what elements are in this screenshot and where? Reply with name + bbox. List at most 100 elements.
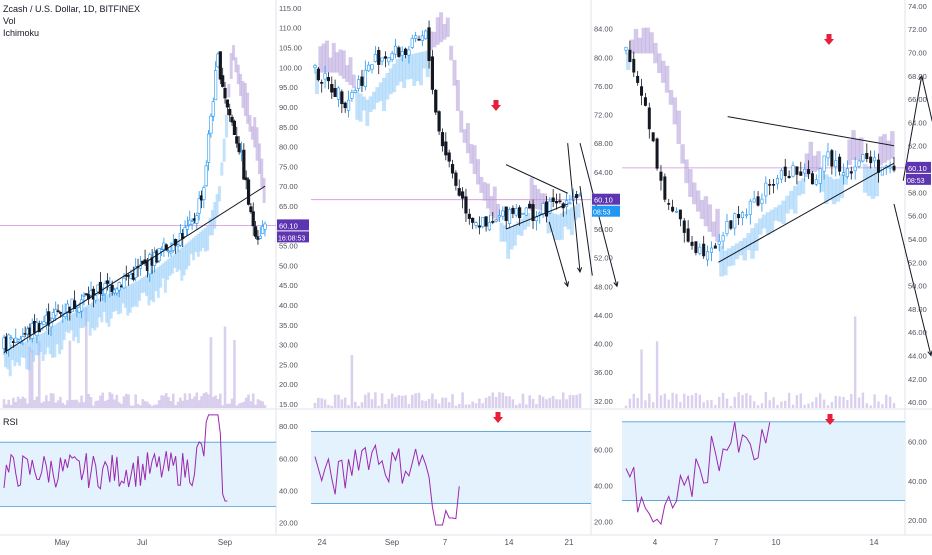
cloud-segment	[95, 299, 99, 328]
cloud-segment	[808, 141, 814, 175]
price-tick-label: 35.00	[279, 321, 298, 330]
volume-bar	[327, 404, 330, 408]
candle-body	[336, 87, 341, 100]
cloud-segment	[60, 320, 64, 350]
cloud-segment	[866, 166, 872, 197]
cloud-segment	[260, 158, 264, 188]
down-arrow-marker	[493, 412, 503, 423]
volume-bar	[752, 401, 756, 408]
candle-body	[787, 175, 791, 178]
candle-body	[323, 73, 327, 80]
cloud-segment	[338, 49, 343, 76]
cloud-segment	[874, 166, 880, 197]
volume-bar	[768, 400, 771, 408]
volume-bar	[737, 392, 740, 408]
candle-body	[197, 198, 201, 214]
candle-body	[380, 57, 384, 62]
volume-bar	[636, 398, 639, 408]
candle-body	[810, 173, 814, 185]
cloud-segment	[556, 214, 561, 241]
candle-body	[772, 183, 776, 186]
cloud-segment	[81, 307, 85, 329]
volume-bar	[881, 404, 884, 408]
volume-bar	[204, 392, 208, 408]
volume-bar	[167, 397, 170, 408]
cloud-segment	[425, 50, 430, 78]
cloud-segment	[67, 315, 71, 334]
volume-bar	[66, 400, 69, 408]
cloud-segment	[229, 53, 233, 79]
volume-bar	[772, 397, 775, 408]
candle-body	[795, 166, 799, 175]
cloud-segment	[180, 247, 184, 281]
cloud-segment	[114, 290, 118, 311]
countdown-badge	[592, 205, 620, 217]
cloud-segment	[395, 59, 400, 86]
price-tick-label: 45.00	[279, 281, 298, 290]
cloud-segment	[192, 237, 196, 261]
volume-bar	[141, 399, 145, 408]
cloud-segment	[93, 301, 97, 331]
candle-body	[9, 337, 13, 340]
vol-indicator-label: Vol	[3, 16, 16, 26]
candle-body	[640, 86, 644, 96]
volume-bar	[504, 396, 508, 408]
candle-body	[558, 200, 562, 203]
cloud-segment	[890, 131, 895, 159]
candle-body	[353, 90, 357, 93]
candle-body	[253, 226, 258, 237]
candle-body	[481, 217, 485, 228]
candle-body	[230, 116, 234, 123]
price-tick-label: 54.00	[908, 235, 927, 244]
cloud-segment	[227, 84, 231, 98]
candle-body	[531, 204, 535, 222]
volume-bar	[340, 399, 344, 408]
candle-body	[159, 249, 164, 252]
candle-body	[504, 206, 508, 221]
time-tick-label: 7	[443, 538, 448, 547]
cloud-segment	[672, 97, 678, 125]
volume-bar	[120, 403, 123, 408]
volume-bar	[417, 392, 421, 408]
time-tick-label: Sep	[385, 538, 400, 547]
cloud-segment	[194, 235, 198, 253]
cloud-segment	[676, 110, 681, 145]
cloud-segment	[25, 341, 29, 370]
volume-bar	[330, 405, 334, 408]
cloud-segment	[668, 90, 674, 105]
cloud-segment	[58, 321, 62, 355]
volume-bar	[815, 397, 818, 408]
price-tick-label: 68.00	[594, 139, 613, 148]
price-tick-label: 20.00	[279, 380, 298, 389]
price-tick-label: 100.00	[279, 63, 302, 72]
candle-body	[72, 300, 77, 310]
cloud-segment	[345, 65, 350, 82]
cloud-segment	[182, 245, 186, 276]
candle-body	[467, 213, 471, 219]
cloud-segment	[835, 178, 841, 202]
candle-body	[202, 187, 206, 200]
volume-bar	[68, 340, 72, 408]
candle-body	[58, 312, 63, 314]
cloud-segment	[882, 133, 887, 163]
cloud-segment	[800, 178, 806, 194]
cloud-segment	[262, 178, 266, 204]
cloud-segment	[442, 24, 447, 40]
cloud-segment	[754, 223, 759, 251]
volume-bar	[155, 404, 159, 408]
cloud-segment	[156, 266, 160, 298]
candle-body	[632, 58, 636, 73]
volume-bar	[390, 393, 394, 408]
volume-bar	[77, 402, 81, 408]
projection-arrow	[893, 203, 932, 356]
candle-body	[444, 141, 448, 156]
candle-body	[373, 53, 377, 62]
volume-bar	[498, 392, 501, 408]
volume-bar	[230, 398, 234, 408]
volume-bar	[47, 401, 50, 408]
price-tick-label: 95.00	[279, 83, 298, 92]
price-tick-label: 64.00	[594, 168, 613, 177]
cloud-segment	[855, 138, 860, 160]
cloud-segment	[166, 259, 170, 280]
volume-bar	[481, 403, 485, 408]
